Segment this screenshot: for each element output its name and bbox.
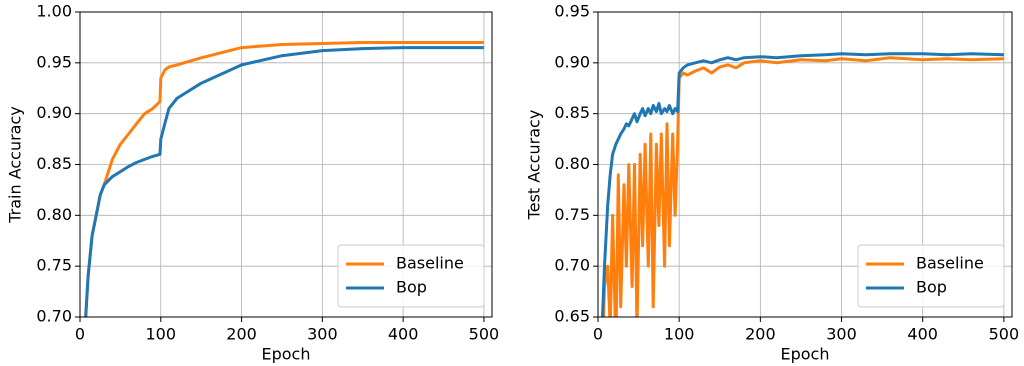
- data-line: [84, 46, 484, 317]
- x-tick-label: 500: [469, 325, 500, 344]
- x-tick-label: 400: [907, 325, 938, 344]
- x-tick-label: 0: [75, 325, 85, 344]
- x-tick-label: 300: [826, 325, 857, 344]
- x-tick-label: 200: [226, 325, 257, 344]
- x-tick-label: 100: [146, 325, 177, 344]
- legend-label: Baseline: [916, 254, 984, 273]
- legend-label: Baseline: [396, 254, 464, 273]
- y-tick-label: 0.95: [36, 52, 72, 71]
- y-axis-label: Test Accuracy: [525, 110, 544, 221]
- x-tick-label: 300: [307, 325, 338, 344]
- x-tick-label: 400: [388, 325, 419, 344]
- axes-frame: [79, 11, 493, 318]
- y-tick-label: 0.80: [36, 205, 72, 224]
- y-tick-label: 0.80: [554, 154, 590, 173]
- x-tick-label: 100: [664, 325, 695, 344]
- legend-box: [337, 244, 485, 308]
- data-line: [601, 52, 1004, 317]
- legend: Baseline Bop: [857, 244, 1005, 308]
- y-tick-label: 1.00: [36, 2, 72, 21]
- x-axis-label: Epoch: [781, 345, 830, 364]
- legend-label: Bop: [916, 278, 947, 297]
- y-tick-label: 0.85: [554, 103, 590, 122]
- y-tick-label: 0.95: [554, 2, 590, 21]
- x-tick-label: 500: [989, 325, 1020, 344]
- y-tick-label: 0.65: [554, 307, 590, 326]
- x-axis-label: Epoch: [262, 345, 311, 364]
- y-tick-label: 0.70: [36, 307, 72, 326]
- y-tick-label: 0.75: [36, 256, 72, 275]
- y-tick-label: 0.85: [36, 154, 72, 173]
- y-axis-label: Train Accuracy: [6, 106, 25, 224]
- y-tick-label: 0.75: [554, 205, 590, 224]
- data-line: [602, 56, 1004, 317]
- x-tick-label: 200: [745, 325, 776, 344]
- y-tick-label: 0.90: [36, 103, 72, 122]
- subplot: 0 100 200 300 400 500 0.65 0.70 0.75 0.80 0.85 0.90…: [525, 2, 1020, 364]
- legend-label: Bop: [396, 278, 427, 297]
- x-tick-label: 0: [593, 325, 603, 344]
- legend-box: [857, 244, 1005, 308]
- subplot: 0 100 200 300 400 500 0.70 0.75 0.80 0.85 0.90 0.95…: [6, 2, 500, 364]
- legend: Baseline Bop: [337, 244, 485, 308]
- y-tick-label: 0.90: [554, 52, 590, 71]
- y-tick-label: 0.70: [554, 256, 590, 275]
- axes-frame: [597, 11, 1013, 318]
